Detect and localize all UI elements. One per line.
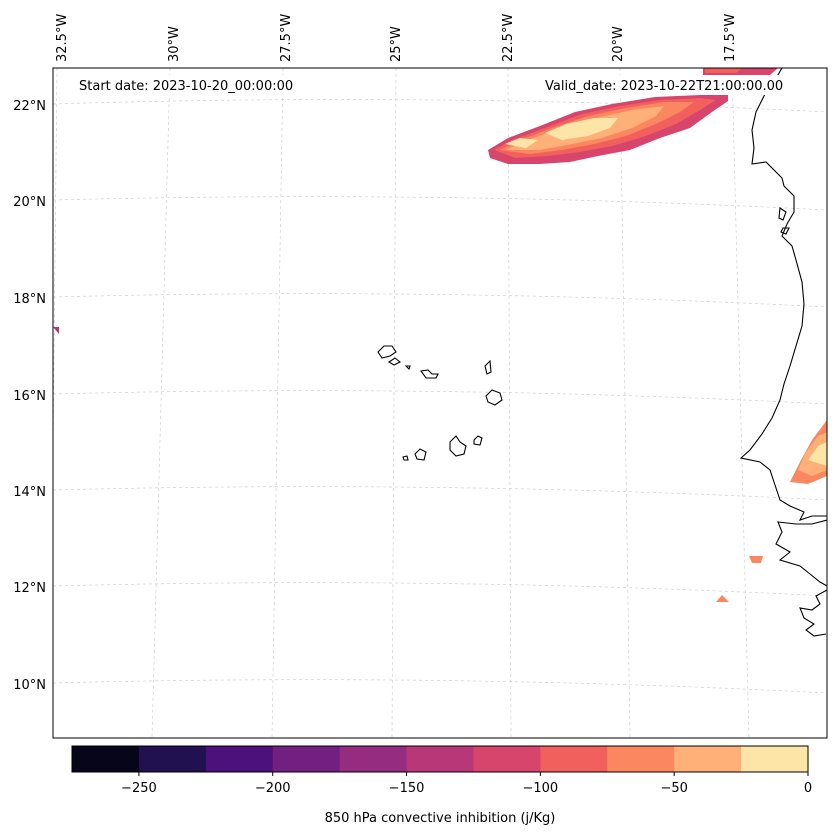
lat-label-14n: 14°N — [13, 485, 46, 500]
lat-label-22n: 22°N — [13, 99, 46, 114]
graticule — [53, 68, 827, 738]
colorbar: −250 −200 −150 −100 −50 0 850 hPa convective … — [71, 745, 812, 826]
lat-label-20n: 20°N — [13, 195, 46, 210]
colorbar-label: 850 hPa convective inhibition (j/Kg) — [325, 811, 556, 826]
coastline — [739, 68, 827, 637]
colorbar-swatch — [406, 746, 475, 772]
colorbar-swatch — [72, 746, 140, 772]
lat-label-12n: 12°N — [13, 581, 46, 596]
cape-verde-islands — [377, 345, 503, 461]
colorbar-tick-label: −100 — [523, 781, 559, 796]
colorbar-swatch — [540, 746, 608, 772]
lon-label-25w: 25°W — [389, 26, 404, 62]
lat-label-10n: 10°N — [13, 678, 46, 693]
colorbar-swatch — [138, 746, 207, 772]
lon-label-17-5w: 17.5°W — [723, 14, 738, 62]
colorbar-swatch — [607, 746, 675, 772]
lon-label-27-5w: 27.5°W — [279, 14, 294, 62]
longitude-labels: 32.5°W 30°W 27.5°W 25°W 22.5°W 20°W 17.5… — [55, 14, 738, 62]
colorbar-swatch — [674, 746, 742, 772]
colorbar-frame — [71, 745, 809, 773]
colorbar-tick-label: 0 — [804, 781, 812, 796]
map-frame — [52, 67, 828, 739]
colorbar-tick-label: −50 — [660, 781, 687, 796]
colorbar-swatch — [339, 746, 408, 772]
colorbar-swatches — [72, 746, 809, 772]
map-area: Start date: 2023-10-20_00:00:00 Valid_da… — [53, 68, 827, 738]
lon-label-22-5w: 22.5°W — [501, 14, 516, 62]
colorbar-ticks: −250 −200 −150 −100 −50 0 — [121, 772, 812, 796]
lon-label-30w: 30°W — [167, 26, 182, 62]
valid-date-label: Valid_date: 2023-10-22T21:00:00.00 — [545, 79, 783, 94]
colorbar-swatch — [205, 746, 274, 772]
valid-label-bg — [540, 75, 806, 95]
cin-contour-southeast — [53, 327, 827, 602]
lat-label-18n: 18°N — [13, 292, 46, 307]
lat-label-16n: 16°N — [13, 389, 46, 404]
colorbar-swatch — [272, 746, 341, 772]
colorbar-swatch — [473, 746, 541, 772]
start-label-bg — [72, 75, 316, 95]
latitude-labels: 22°N 20°N 18°N 16°N 14°N 12°N 10°N — [13, 99, 46, 693]
cin-contour-north — [488, 68, 778, 164]
start-date-label: Start date: 2023-10-20_00:00:00 — [79, 79, 293, 94]
lon-label-20w: 20°W — [611, 26, 626, 62]
colorbar-tick-label: −200 — [255, 781, 291, 796]
colorbar-tick-label: −150 — [389, 781, 425, 796]
colorbar-swatch — [741, 746, 809, 772]
colorbar-tick-label: −250 — [121, 781, 157, 796]
lon-label-32-5w: 32.5°W — [55, 14, 70, 62]
